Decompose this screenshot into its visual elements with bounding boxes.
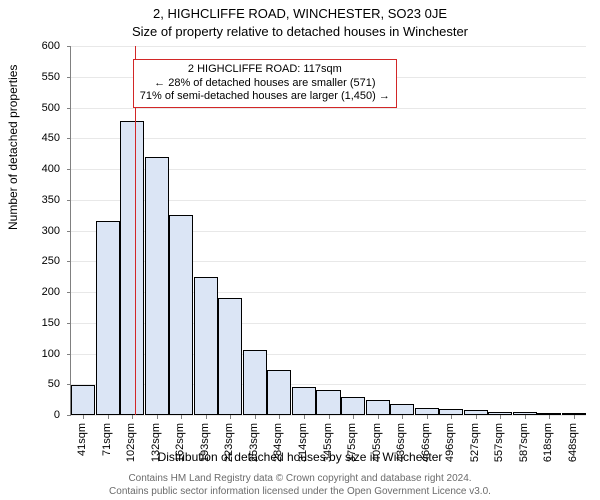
histogram-bar xyxy=(439,409,463,415)
ytick-label: 250 xyxy=(0,255,60,267)
histogram-bar xyxy=(513,412,537,415)
ytick-mark xyxy=(67,415,71,416)
ytick-label: 150 xyxy=(0,317,60,329)
xtick-mark xyxy=(451,415,452,419)
ytick-label: 200 xyxy=(0,286,60,298)
xtick-mark xyxy=(132,415,133,419)
xtick-mark xyxy=(206,415,207,419)
histogram-bar xyxy=(366,400,390,415)
ytick-label: 0 xyxy=(0,409,60,421)
histogram-bar xyxy=(390,404,414,415)
xtick-mark xyxy=(549,415,550,419)
xtick-mark xyxy=(279,415,280,419)
histogram-bar xyxy=(488,412,512,415)
xtick-mark xyxy=(500,415,501,419)
xtick-mark xyxy=(378,415,379,419)
histogram-bar xyxy=(71,385,95,415)
ytick-mark xyxy=(67,323,71,324)
xtick-mark xyxy=(427,415,428,419)
ytick-label: 300 xyxy=(0,225,60,237)
ytick-mark xyxy=(67,200,71,201)
ytick-label: 100 xyxy=(0,348,60,360)
xtick-mark xyxy=(83,415,84,419)
histogram-bar xyxy=(243,350,267,415)
xtick-mark xyxy=(304,415,305,419)
histogram-bar xyxy=(96,221,120,415)
ytick-label: 400 xyxy=(0,163,60,175)
ytick-label: 500 xyxy=(0,102,60,114)
ytick-mark xyxy=(67,261,71,262)
xtick-mark xyxy=(329,415,330,419)
page-title-line2: Size of property relative to detached ho… xyxy=(0,24,600,39)
histogram-bar xyxy=(415,408,439,415)
xtick-mark xyxy=(108,415,109,419)
ytick-label: 600 xyxy=(0,40,60,52)
page-title-line1: 2, HIGHCLIFFE ROAD, WINCHESTER, SO23 0JE xyxy=(0,6,600,21)
annotation-box: 2 HIGHCLIFFE ROAD: 117sqm ← 28% of detac… xyxy=(133,59,397,108)
xtick-mark xyxy=(230,415,231,419)
histogram-bar xyxy=(267,370,291,415)
histogram-bar xyxy=(169,215,193,415)
ytick-mark xyxy=(67,292,71,293)
histogram-bar xyxy=(218,298,242,415)
ytick-label: 350 xyxy=(0,194,60,206)
histogram-bar xyxy=(292,387,316,415)
ytick-mark xyxy=(67,138,71,139)
ytick-mark xyxy=(67,46,71,47)
ytick-mark xyxy=(67,354,71,355)
histogram-bar xyxy=(194,277,218,415)
ytick-label: 550 xyxy=(0,71,60,83)
annotation-line3: 71% of semi-detached houses are larger (… xyxy=(140,90,390,104)
histogram-bar xyxy=(316,390,340,415)
ytick-mark xyxy=(67,231,71,232)
x-axis-label: Distribution of detached houses by size … xyxy=(0,450,600,464)
footnote-line2: Contains public sector information licen… xyxy=(0,486,600,497)
xtick-mark xyxy=(525,415,526,419)
histogram-bar xyxy=(562,413,586,415)
footnote-line1: Contains HM Land Registry data © Crown c… xyxy=(0,473,600,484)
chart-container: 2, HIGHCLIFFE ROAD, WINCHESTER, SO23 0JE… xyxy=(0,0,600,500)
histogram-bar xyxy=(537,413,561,415)
histogram-bar xyxy=(120,121,144,415)
xtick-mark xyxy=(574,415,575,419)
histogram-bar xyxy=(341,397,365,415)
ytick-label: 50 xyxy=(0,378,60,390)
gridline-h xyxy=(71,46,586,47)
xtick-mark xyxy=(353,415,354,419)
xtick-mark xyxy=(402,415,403,419)
gridline-h xyxy=(71,138,586,139)
ytick-label: 450 xyxy=(0,132,60,144)
histogram-bar xyxy=(464,410,488,415)
ytick-mark xyxy=(67,108,71,109)
annotation-line2: ← 28% of detached houses are smaller (57… xyxy=(140,77,390,91)
xtick-mark xyxy=(157,415,158,419)
xtick-mark xyxy=(181,415,182,419)
ytick-mark xyxy=(67,169,71,170)
xtick-mark xyxy=(255,415,256,419)
annotation-line1: 2 HIGHCLIFFE ROAD: 117sqm xyxy=(140,63,390,77)
ytick-mark xyxy=(67,77,71,78)
plot-area: 2 HIGHCLIFFE ROAD: 117sqm ← 28% of detac… xyxy=(70,46,586,416)
histogram-bar xyxy=(145,157,169,415)
xtick-mark xyxy=(476,415,477,419)
